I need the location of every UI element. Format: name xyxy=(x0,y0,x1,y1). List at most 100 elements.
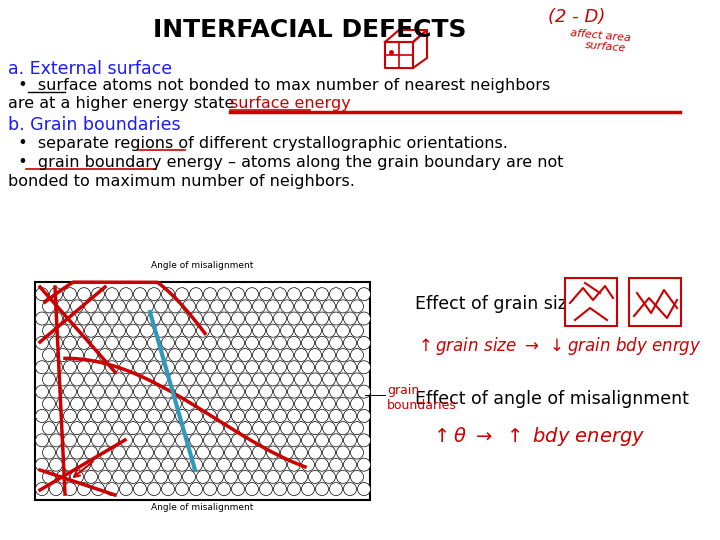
Circle shape xyxy=(358,483,371,496)
Circle shape xyxy=(112,300,125,313)
Circle shape xyxy=(358,458,371,471)
Circle shape xyxy=(358,336,371,349)
Circle shape xyxy=(155,373,168,386)
Circle shape xyxy=(42,422,55,435)
Circle shape xyxy=(56,422,70,435)
Circle shape xyxy=(238,422,251,435)
Circle shape xyxy=(308,300,322,313)
Circle shape xyxy=(120,483,132,496)
Circle shape xyxy=(210,324,223,337)
Circle shape xyxy=(182,300,196,313)
Circle shape xyxy=(84,300,97,313)
Circle shape xyxy=(294,422,307,435)
Circle shape xyxy=(253,470,266,483)
Circle shape xyxy=(302,483,315,496)
Text: affect area: affect area xyxy=(570,28,631,43)
Circle shape xyxy=(42,446,55,459)
Circle shape xyxy=(155,470,168,483)
Circle shape xyxy=(315,312,328,325)
Circle shape xyxy=(232,409,245,422)
Circle shape xyxy=(133,385,146,398)
Circle shape xyxy=(336,397,349,410)
Circle shape xyxy=(35,434,48,447)
Circle shape xyxy=(253,373,266,386)
Circle shape xyxy=(308,397,322,410)
Circle shape xyxy=(210,373,223,386)
Circle shape xyxy=(246,409,258,422)
Circle shape xyxy=(253,324,266,337)
Circle shape xyxy=(35,385,48,398)
Circle shape xyxy=(78,288,91,301)
Circle shape xyxy=(133,312,146,325)
Circle shape xyxy=(91,361,104,374)
Circle shape xyxy=(78,409,91,422)
Circle shape xyxy=(161,312,174,325)
Circle shape xyxy=(127,349,140,362)
Bar xyxy=(565,278,617,326)
Circle shape xyxy=(246,385,258,398)
Circle shape xyxy=(358,361,371,374)
Circle shape xyxy=(189,483,202,496)
Circle shape xyxy=(287,409,300,422)
Circle shape xyxy=(294,300,307,313)
Circle shape xyxy=(148,458,161,471)
Circle shape xyxy=(217,288,230,301)
Circle shape xyxy=(259,483,272,496)
Circle shape xyxy=(140,470,153,483)
Circle shape xyxy=(287,361,300,374)
Circle shape xyxy=(35,336,48,349)
Circle shape xyxy=(161,458,174,471)
Circle shape xyxy=(274,336,287,349)
Circle shape xyxy=(63,336,76,349)
Circle shape xyxy=(238,397,251,410)
Circle shape xyxy=(330,434,343,447)
Circle shape xyxy=(204,361,217,374)
Circle shape xyxy=(330,288,343,301)
Circle shape xyxy=(63,385,76,398)
Circle shape xyxy=(238,300,251,313)
Circle shape xyxy=(302,434,315,447)
Circle shape xyxy=(315,288,328,301)
Text: (2 - D): (2 - D) xyxy=(548,8,606,26)
Circle shape xyxy=(168,373,181,386)
Circle shape xyxy=(281,470,294,483)
Circle shape xyxy=(343,434,356,447)
Circle shape xyxy=(351,470,364,483)
Circle shape xyxy=(84,397,97,410)
Circle shape xyxy=(35,361,48,374)
Circle shape xyxy=(127,470,140,483)
Text: •  grain boundary energy – atoms along the grain boundary are not: • grain boundary energy – atoms along th… xyxy=(8,155,564,170)
Text: Angle of misalignment: Angle of misalignment xyxy=(151,503,253,512)
Circle shape xyxy=(71,470,84,483)
Circle shape xyxy=(225,349,238,362)
Circle shape xyxy=(246,458,258,471)
Circle shape xyxy=(133,288,146,301)
Circle shape xyxy=(106,434,119,447)
Circle shape xyxy=(266,446,279,459)
Circle shape xyxy=(308,422,322,435)
Circle shape xyxy=(274,458,287,471)
Circle shape xyxy=(56,470,70,483)
Circle shape xyxy=(294,446,307,459)
Circle shape xyxy=(106,458,119,471)
Circle shape xyxy=(197,422,210,435)
Circle shape xyxy=(148,288,161,301)
Circle shape xyxy=(63,288,76,301)
Circle shape xyxy=(330,361,343,374)
Circle shape xyxy=(351,324,364,337)
Circle shape xyxy=(127,324,140,337)
Circle shape xyxy=(287,434,300,447)
Circle shape xyxy=(217,336,230,349)
Circle shape xyxy=(253,397,266,410)
Circle shape xyxy=(148,434,161,447)
Circle shape xyxy=(259,361,272,374)
Circle shape xyxy=(294,324,307,337)
Circle shape xyxy=(168,324,181,337)
Circle shape xyxy=(281,300,294,313)
Circle shape xyxy=(232,312,245,325)
Circle shape xyxy=(281,397,294,410)
Circle shape xyxy=(106,385,119,398)
Circle shape xyxy=(50,312,63,325)
Circle shape xyxy=(112,324,125,337)
Circle shape xyxy=(63,458,76,471)
